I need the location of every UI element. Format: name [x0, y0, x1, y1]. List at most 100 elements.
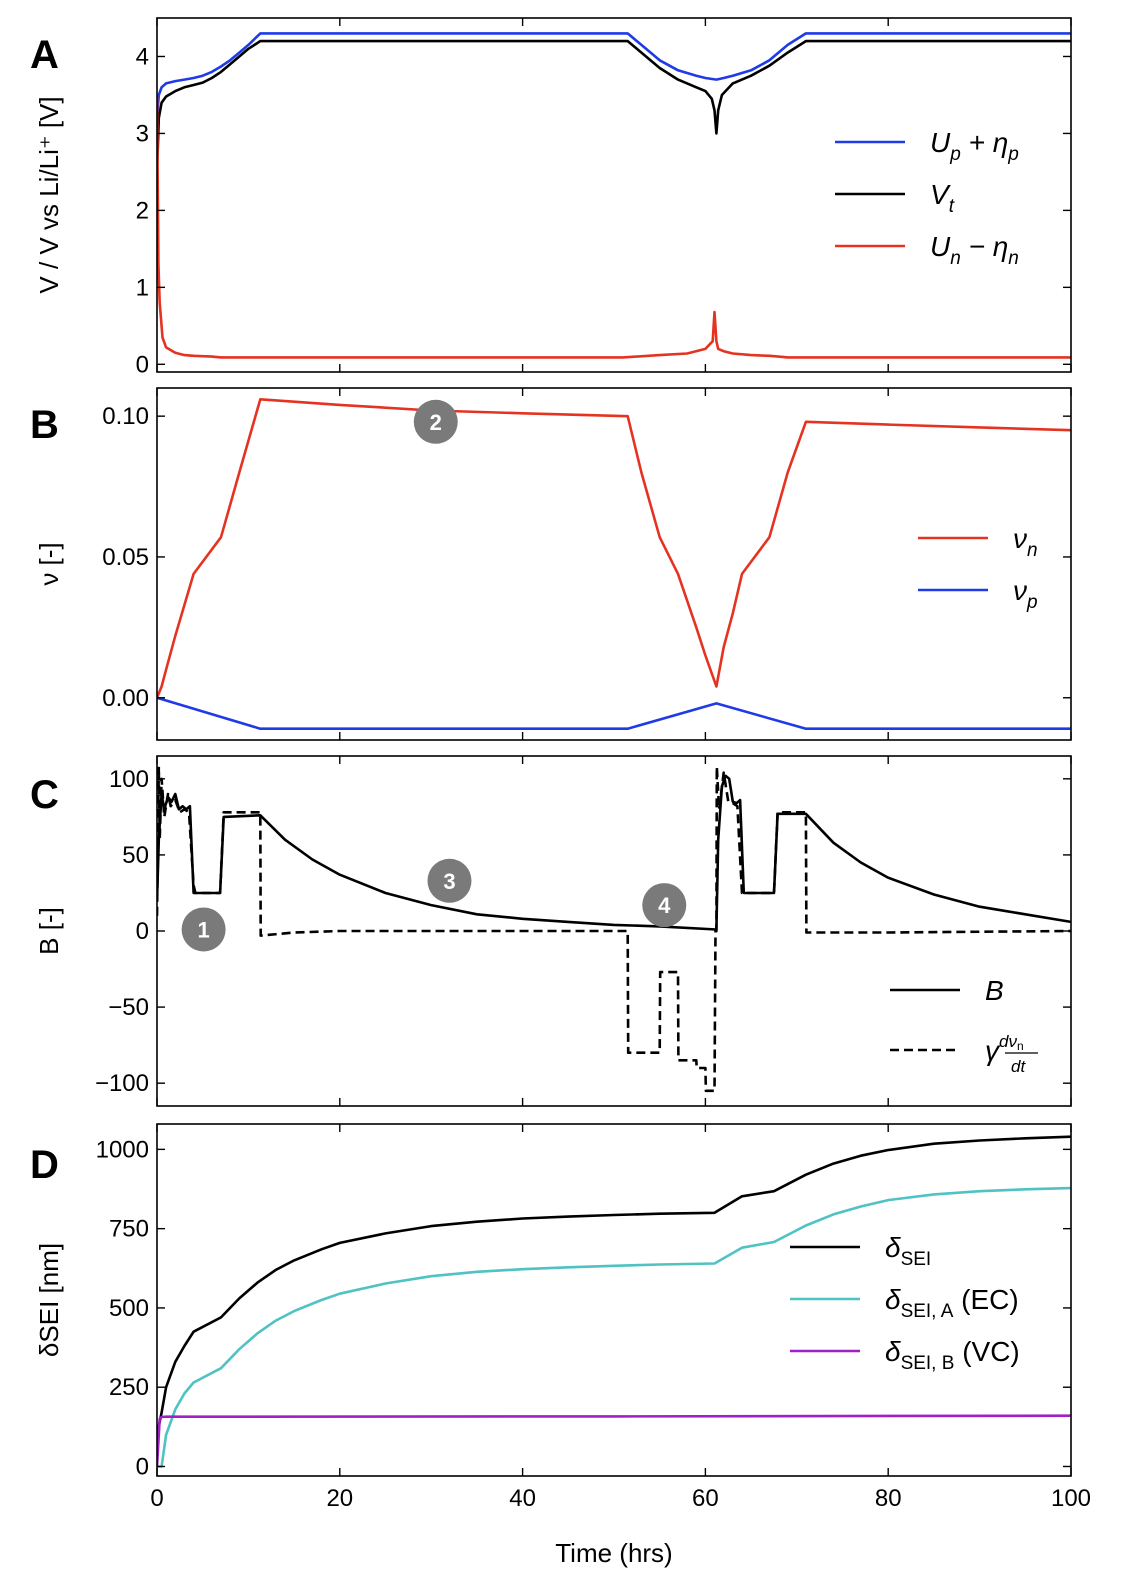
legend-sub: p [949, 144, 961, 165]
x-tick-label: 100 [1051, 1485, 1091, 1512]
legend-text: B [985, 975, 1004, 1006]
y-tick-label: 4 [136, 43, 149, 70]
series-line-0 [157, 1135, 1071, 1436]
legend-text: ν [1013, 575, 1027, 606]
y-tick-label: 1 [136, 274, 149, 301]
step-marker-label: 2 [430, 410, 442, 435]
legend-text: ν [1013, 523, 1027, 554]
y-tick-label: 750 [109, 1216, 149, 1243]
series-line-2 [157, 1414, 1071, 1467]
legend-entry-0: νn [1013, 523, 1038, 561]
series-group [157, 765, 1071, 1093]
legend-mid: (EC) [953, 1284, 1018, 1315]
y-tick-label: 0 [136, 918, 149, 945]
legend-frac-den: dt [1011, 1057, 1026, 1076]
y-tick-label: −100 [95, 1070, 149, 1097]
y-tick-label: 1000 [96, 1136, 149, 1163]
y-tick-label: 500 [109, 1295, 149, 1322]
y-tick-label: −50 [108, 994, 149, 1021]
legend-text: U [930, 127, 951, 158]
series-line-1 [157, 1186, 1071, 1468]
legend-entry-1: γdνn [985, 1032, 1024, 1066]
series-line-1 [157, 765, 1071, 1093]
step-marker [427, 858, 472, 903]
y-tick-label: 0.05 [102, 544, 149, 571]
y-axis-label: δSEI [nm] [34, 1243, 64, 1357]
legend-mid: (VC) [954, 1336, 1019, 1367]
x-tick-label: 80 [875, 1485, 902, 1512]
series-line-1 [157, 696, 1071, 730]
panel-letter: B [30, 403, 59, 447]
step-marker-label: 1 [197, 917, 209, 942]
legend-entry-0: B [985, 975, 1004, 1006]
series-line-1 [157, 39, 1071, 172]
series-line-0 [157, 398, 1071, 699]
legend-entry-1: Vt [930, 179, 955, 217]
legend-entry-2: δSEI, B (VC) [885, 1336, 1020, 1374]
legend-mid: − η [961, 231, 1008, 262]
step-marker-label: 4 [658, 893, 671, 918]
y-tick-label: 100 [109, 766, 149, 793]
series-line-0 [157, 32, 1071, 119]
step-marker [181, 907, 226, 952]
legend-sub: p [1007, 144, 1019, 165]
legend-text: δ [885, 1284, 901, 1315]
legend-entry-2: Un − ηn [930, 231, 1019, 269]
x-tick-label: 60 [692, 1485, 719, 1512]
y-axis-label: B [-] [34, 907, 64, 955]
y-axis-label: V / V vs Li/Li⁺ [V] [34, 96, 64, 293]
x-tick-label: 40 [509, 1485, 536, 1512]
legend-text: δ [885, 1232, 901, 1263]
step-marker-label: 3 [443, 869, 455, 894]
step-marker [413, 399, 458, 444]
legend-frac-sub: n [1017, 1039, 1024, 1053]
legend-sub: p [1026, 592, 1038, 613]
series-line-2 [157, 94, 1071, 359]
legend-sub: SEI [901, 1249, 932, 1270]
plot-frame [156, 1123, 1072, 1477]
y-tick-label: 250 [109, 1374, 149, 1401]
legend-sub: SEI, A [901, 1301, 954, 1322]
legend-entry-1: δSEI, A (EC) [885, 1284, 1019, 1322]
y-tick-label: 0 [136, 351, 149, 378]
x-axis-label: Time (hrs) [555, 1538, 672, 1568]
legend-text: V [930, 179, 951, 210]
legend-mid: + η [961, 127, 1008, 158]
legend-sub: SEI, B [901, 1353, 955, 1374]
legend-entry-0: Up + ηp [930, 127, 1019, 165]
legend-entry-1: νp [1013, 575, 1038, 613]
legend-text: δ [885, 1336, 901, 1367]
x-tick-label: 0 [150, 1485, 163, 1512]
y-tick-label: 2 [136, 197, 149, 224]
legend-sub: n [950, 248, 961, 269]
legend-frac-num: dν [999, 1032, 1017, 1051]
legend-sub: n [1027, 540, 1038, 561]
series-line-0 [157, 774, 1071, 931]
panel-letter: A [30, 33, 59, 77]
legend-sub: t [949, 196, 955, 217]
y-tick-label: 0.10 [102, 403, 149, 430]
legend-text: U [930, 231, 951, 262]
legend-text: γ [985, 1035, 1001, 1066]
series-group [157, 398, 1071, 730]
series-group [157, 32, 1071, 359]
x-tick-label: 20 [326, 1485, 353, 1512]
legend-entry-0: δSEI [885, 1232, 931, 1270]
panel-letter: D [30, 1143, 59, 1187]
y-tick-label: 0 [136, 1453, 149, 1480]
plot-frame [156, 387, 1072, 741]
plot-frame [156, 17, 1072, 373]
y-axis-label: ν [-] [34, 542, 64, 585]
legend-sub: n [1008, 248, 1019, 269]
series-group [157, 1135, 1071, 1468]
step-marker [642, 883, 687, 928]
y-tick-label: 0.00 [102, 685, 149, 712]
panel-letter: C [30, 773, 59, 817]
y-tick-label: 3 [136, 120, 149, 147]
y-tick-label: 50 [122, 842, 149, 869]
